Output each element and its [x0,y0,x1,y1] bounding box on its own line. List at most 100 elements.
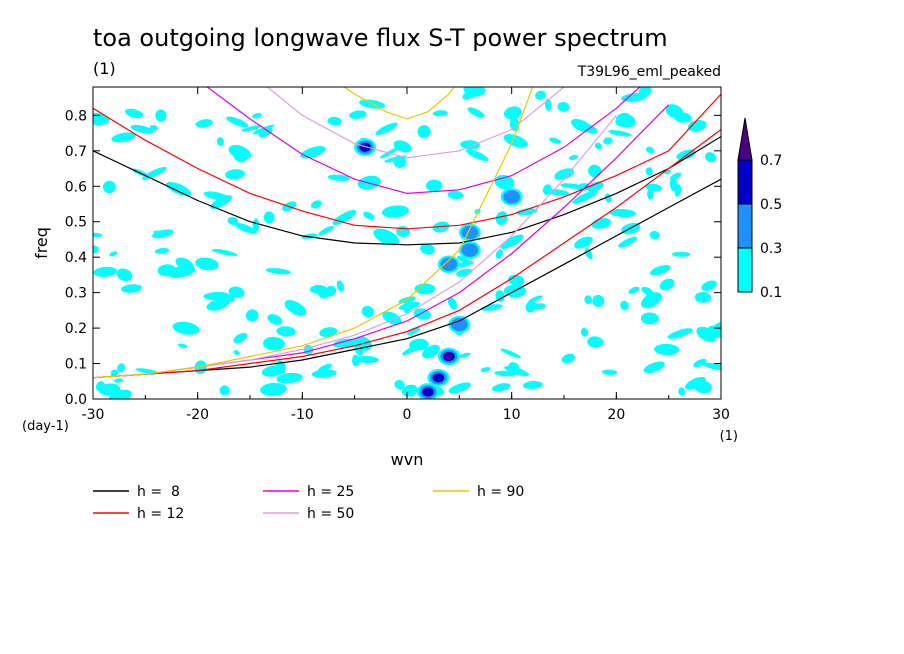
legend-label: h = 25 [307,484,354,500]
noise-blob [234,222,257,234]
spectral-peak [461,225,479,240]
x-tick-label: -30 [82,407,105,423]
noise-blob [687,119,707,132]
noise-blob [252,218,260,232]
noise-blob [351,354,360,367]
noise-blob [647,189,654,200]
y-tick-label: 0.0 [65,392,87,408]
noise-blob [432,110,448,117]
y-tick-label: 0.4 [65,250,87,266]
noise-blob [609,208,637,218]
spectral-peak [450,317,468,332]
y-unit-label: (day-1) [22,419,69,434]
noise-blob [603,137,613,145]
noise-blob [447,190,464,200]
plot-area [93,87,721,399]
noise-blob [110,369,119,377]
noise-blob [375,122,398,135]
noise-blob [168,265,196,278]
noise-blob [667,328,693,339]
noise-blob [621,93,648,102]
noise-blob [495,211,508,226]
noise-blob [211,248,238,256]
noise-blob [154,248,170,254]
x-tick-label: -20 [186,407,209,423]
noise-blob [155,109,167,122]
noise-blob [594,142,603,150]
noise-blob [319,327,338,338]
noise-blob [300,146,326,159]
noise-blob [528,295,543,303]
noise-blob [219,385,230,396]
noise-blob [403,306,410,314]
noise-blob [698,327,721,338]
noise-blob [463,87,482,97]
noise-blob [525,300,537,313]
noise-blob [233,151,247,163]
noise-blob [361,305,374,318]
noise-blob [542,184,552,195]
noise-blob [620,300,629,311]
noise-blob [336,280,345,292]
noise-blob [507,274,525,287]
noise-blob [109,251,118,257]
x-tick-label: 10 [503,407,521,423]
noise-blob [467,107,485,118]
noise-blob [252,113,262,119]
noise-blob [284,300,307,316]
y-tick-label: 0.5 [65,215,87,231]
dispersion-curve-h8 [93,136,721,246]
noise-blob [245,309,259,322]
x-tick-label: -10 [291,407,314,423]
y-tick-label: 0.3 [65,286,87,302]
noise-blob [227,216,239,226]
noise-blob [417,125,431,139]
noise-blob [678,387,686,396]
noise-blob [225,169,245,180]
spectral-peak [440,257,458,271]
noise-blob [93,112,110,125]
noise-blob [98,383,121,396]
noise-blob [398,301,421,311]
colorbar-segment [737,159,753,205]
noise-blob [409,338,429,351]
noise-blob [601,369,618,375]
noise-blob [645,183,662,192]
noise-blob [645,167,653,176]
noise-blob [210,195,232,209]
noise-blob [608,130,632,137]
noise-blob [503,106,522,120]
x-tick-label: 20 [607,407,625,423]
noise-blob [413,308,432,320]
noise-blob [233,350,240,355]
dispersion-curve-h50 [266,87,565,159]
noise-blob [649,230,660,240]
spectral-peak [359,142,371,152]
noise-blob [113,378,124,383]
colorbar-label: 0.7 [760,153,782,169]
noise-blob [557,101,570,112]
noise-blob [165,182,192,196]
y-axis-label: freq [32,227,51,259]
noise-blob [318,225,334,236]
noise-blob [125,108,144,119]
noise-blob [130,124,154,134]
y-tick-label: 0.6 [65,179,87,195]
noise-blob [261,365,286,377]
noise-blob [665,104,684,119]
noise-blob [121,284,142,293]
noise-blob [701,280,717,291]
noise-blob [172,321,200,335]
x-axis-ticks: -30 -20 -10 0 10 20 30 [82,87,730,423]
noise-blob [705,152,717,163]
spectral-peak [461,243,479,257]
dispersion-curve-h25 [206,87,641,195]
x-axis-label: wvn [391,450,424,469]
noise-blob [149,125,158,131]
x-unit-label: (1) [720,429,738,444]
noise-blob [203,291,230,301]
noise-blob [584,247,593,260]
noise-blob [592,294,605,307]
noise-blob [535,90,546,100]
noise-blob [258,126,273,138]
